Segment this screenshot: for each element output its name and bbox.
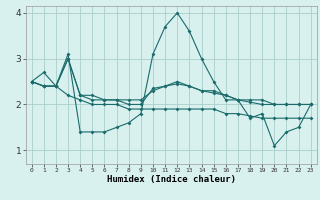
- X-axis label: Humidex (Indice chaleur): Humidex (Indice chaleur): [107, 175, 236, 184]
